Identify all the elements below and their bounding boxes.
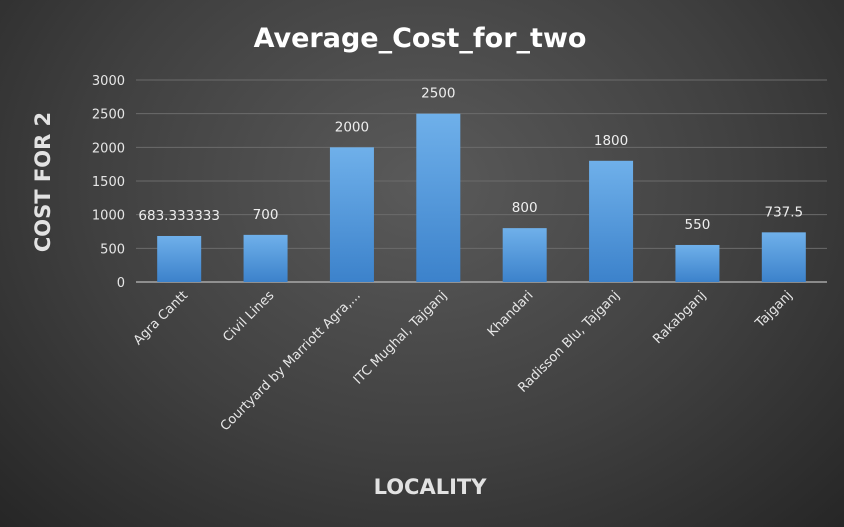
- y-tick-label: 0: [117, 276, 125, 291]
- bar: [329, 147, 374, 282]
- bar: [761, 232, 806, 282]
- x-axis-title: LOCALITY: [374, 475, 488, 499]
- bar: [589, 160, 634, 282]
- bar: [502, 228, 547, 282]
- chart-title: Average_Cost_for_two: [254, 23, 587, 54]
- x-tick-label: Tajganj: [752, 288, 795, 331]
- bars: [157, 113, 806, 283]
- x-tick-label: ITC Mughal, Tajganj: [351, 288, 450, 387]
- data-labels: 683.333333 700 2000 2500 800 1800 550 737.5: [138, 86, 803, 233]
- x-tick-label: Khandari: [485, 288, 537, 340]
- gridlines: [136, 79, 827, 283]
- y-tick-label: 3000: [92, 74, 125, 89]
- data-label: 550: [685, 217, 711, 233]
- bar: [675, 244, 720, 282]
- bar: [157, 235, 202, 282]
- x-tick-label: Courtyard by Marriott Agra,...: [218, 288, 364, 434]
- bar: [416, 113, 461, 283]
- data-label: 800: [512, 200, 538, 216]
- data-label: 737.5: [764, 204, 803, 220]
- data-label: 683.333333: [138, 208, 220, 224]
- data-label: 1800: [594, 133, 628, 149]
- data-label: 2500: [421, 86, 455, 102]
- y-tick-label: 2500: [92, 108, 125, 123]
- y-tick-label: 2000: [92, 141, 125, 156]
- bar: [243, 234, 288, 282]
- x-tick-label: Agra Cantt: [131, 288, 191, 348]
- x-tick-label: Civil Lines: [220, 288, 277, 345]
- y-tick-label: 1000: [92, 209, 125, 224]
- y-axis-ticks: 0 500 1000 1500 2000 2500 3000: [92, 74, 125, 291]
- data-label: 700: [253, 207, 279, 223]
- y-tick-label: 1500: [92, 175, 125, 190]
- x-tick-label: Rakabganj: [650, 288, 709, 347]
- x-tick-label: Radisson Blu, Tajganj: [515, 288, 622, 395]
- data-label: 2000: [335, 119, 369, 135]
- y-axis-title: COST FOR 2: [31, 112, 55, 252]
- y-tick-label: 500: [100, 242, 125, 257]
